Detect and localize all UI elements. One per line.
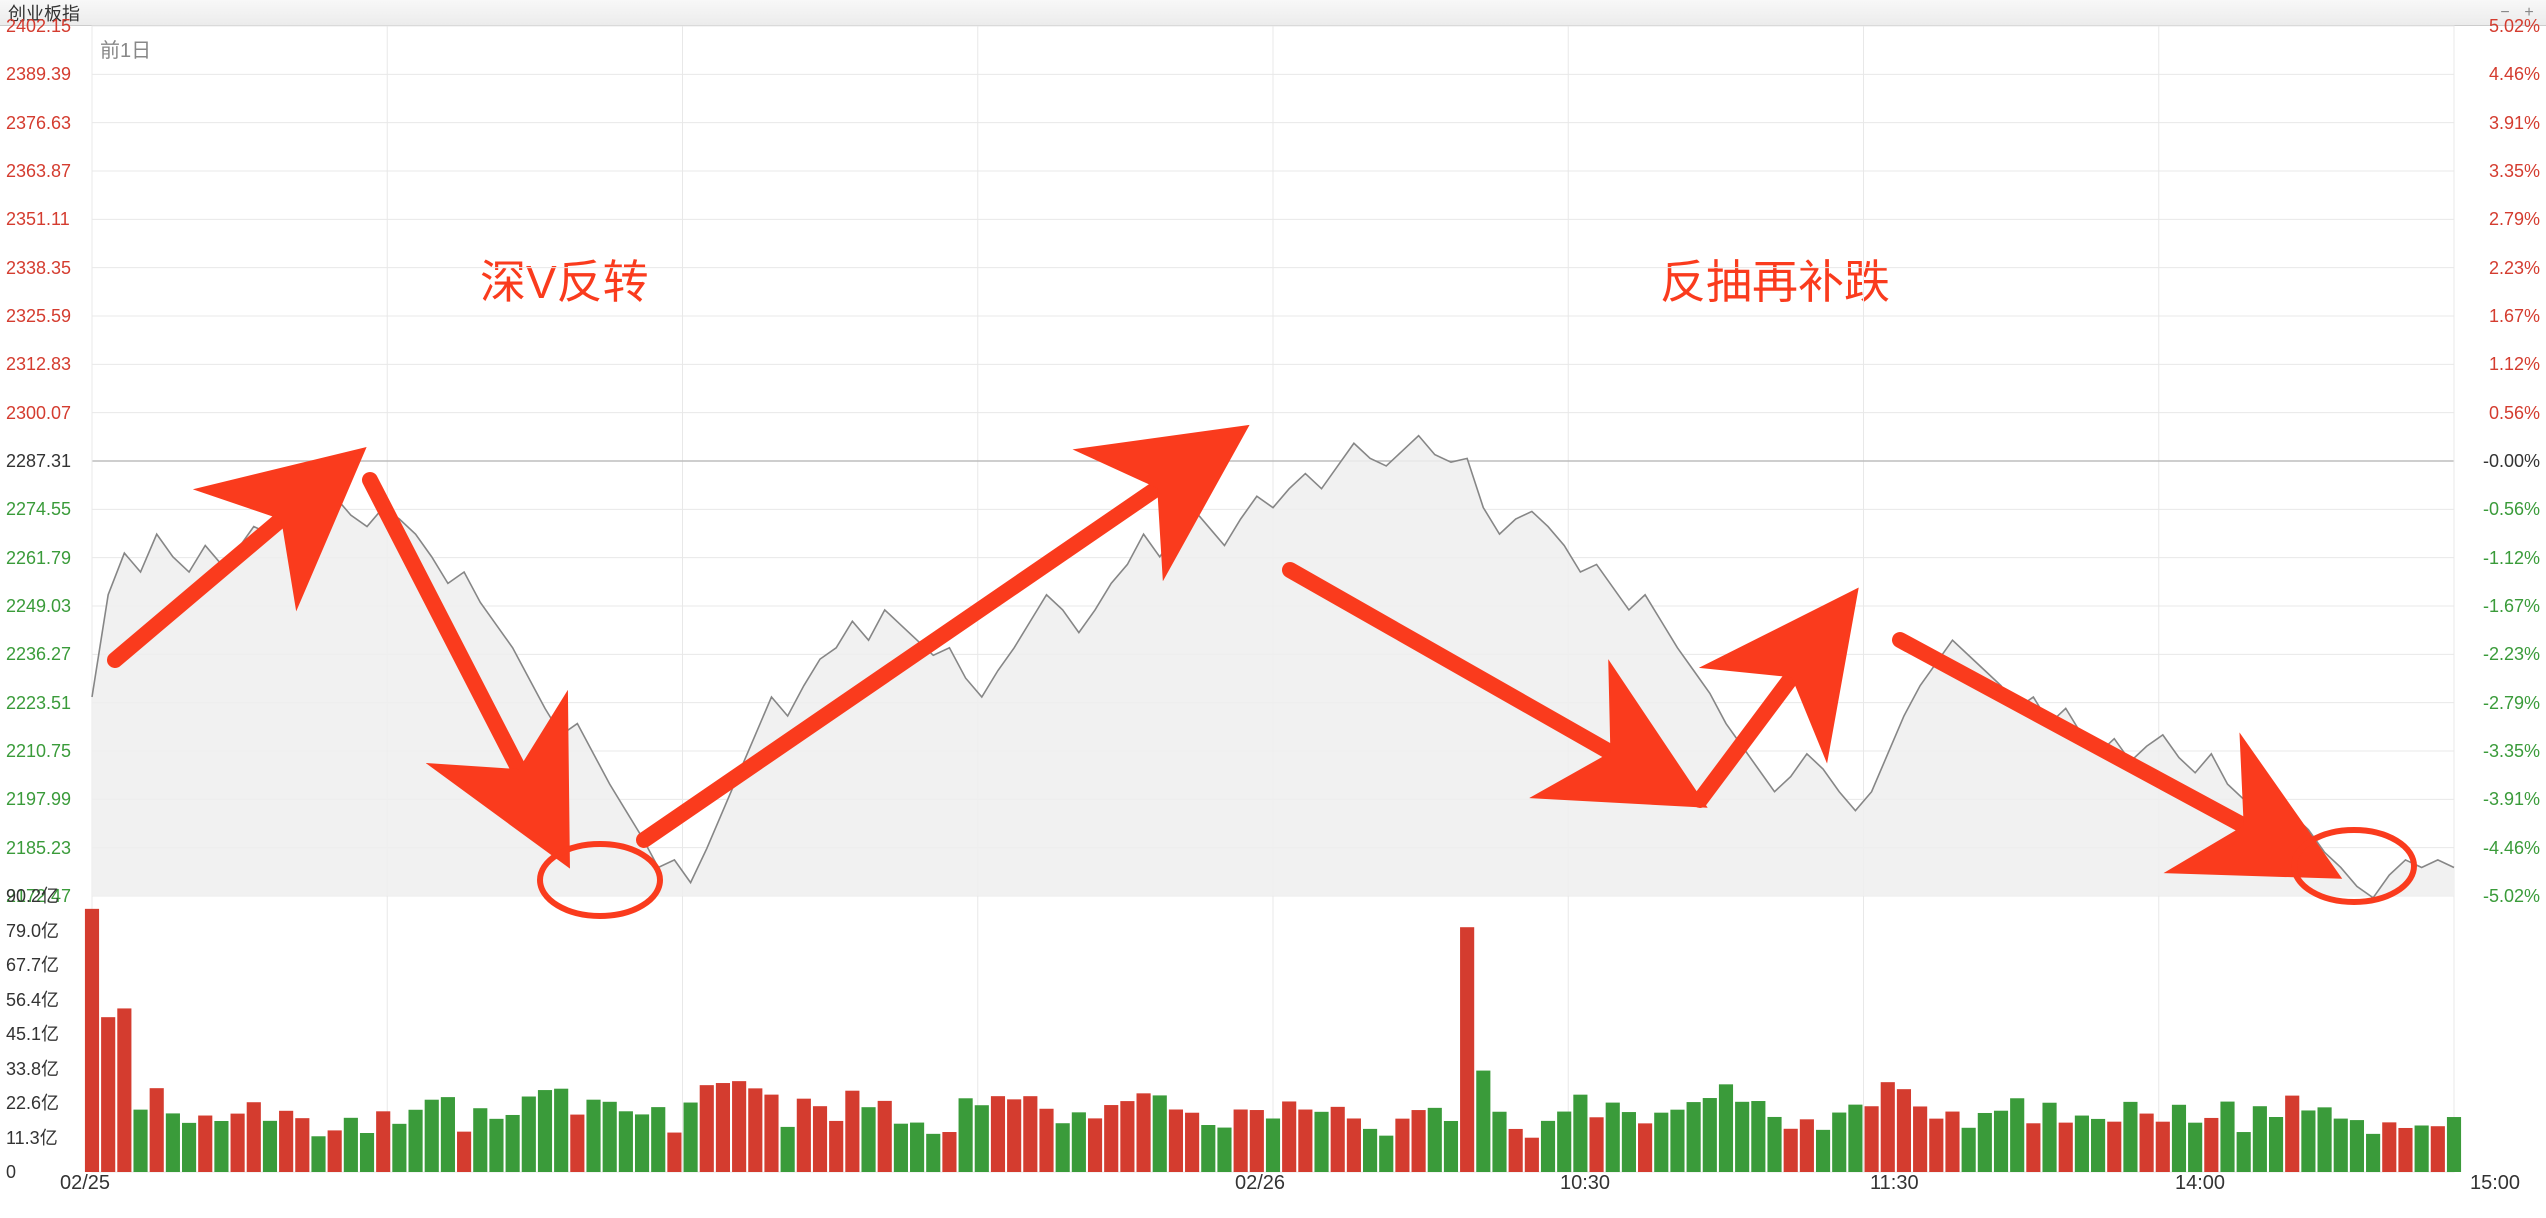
y-right-label: 1.12% xyxy=(2489,355,2540,373)
y-left-label: 2223.51 xyxy=(6,694,71,712)
y-right-label: 2.79% xyxy=(2489,210,2540,228)
y-left-label: 2325.59 xyxy=(6,307,71,325)
y-right-label: -1.67% xyxy=(2483,597,2540,615)
y-left-label: 2261.79 xyxy=(6,549,71,567)
y-right-label: -2.79% xyxy=(2483,694,2540,712)
y-right-label: -2.23% xyxy=(2483,645,2540,663)
volume-label: 22.6亿 xyxy=(6,1094,59,1112)
y-left-label: 2210.75 xyxy=(6,742,71,760)
volume-label: 79.0亿 xyxy=(6,922,59,940)
y-left-label: 2389.39 xyxy=(6,65,71,83)
y-right-label: 3.91% xyxy=(2489,114,2540,132)
x-axis: 02/25 02/26 10:30 11:30 14:00 15:00 xyxy=(0,1172,2546,1218)
volume-label: 90.2亿 xyxy=(6,887,59,905)
chart-canvas xyxy=(0,0,2546,1218)
y-right-label: -0.56% xyxy=(2483,500,2540,518)
y-right-label: -0.00% xyxy=(2483,452,2540,470)
y-left-label: 2300.07 xyxy=(6,404,71,422)
y-left-label: 2197.99 xyxy=(6,790,71,808)
x-axis-label: 14:00 xyxy=(2175,1172,2225,1195)
volume-label: 45.1亿 xyxy=(6,1025,59,1043)
y-right-label: -1.12% xyxy=(2483,549,2540,567)
y-right-label: -3.35% xyxy=(2483,742,2540,760)
y-left-label: 2287.31 xyxy=(6,452,71,470)
x-axis-label: 02/25 xyxy=(60,1172,110,1195)
x-axis-label: 10:30 xyxy=(1560,1172,1610,1195)
y-left-label: 2376.63 xyxy=(6,114,71,132)
y-right-label: -3.91% xyxy=(2483,790,2540,808)
y-left-label: 2363.87 xyxy=(6,162,71,180)
x-axis-label: 15:00 xyxy=(2470,1172,2520,1195)
volume-label: 67.7亿 xyxy=(6,956,59,974)
y-right-label: -5.02% xyxy=(2483,887,2540,905)
y-left-label: 2185.23 xyxy=(6,839,71,857)
y-right-label: -4.46% xyxy=(2483,839,2540,857)
volume-label: 56.4亿 xyxy=(6,991,59,1009)
y-right-label: 4.46% xyxy=(2489,65,2540,83)
y-right-label: 3.35% xyxy=(2489,162,2540,180)
x-axis-label: 11:30 xyxy=(1870,1172,1919,1195)
y-right-label: 1.67% xyxy=(2489,307,2540,325)
y-left-label: 2351.11 xyxy=(6,210,70,228)
y-right-label: 2.23% xyxy=(2489,259,2540,277)
y-left-label: 2236.27 xyxy=(6,645,71,663)
y-left-label: 2274.55 xyxy=(6,500,71,518)
y-left-label: 2402.15 xyxy=(6,17,71,35)
y-left-label: 2338.35 xyxy=(6,259,71,277)
volume-label: 11.3亿 xyxy=(6,1129,58,1147)
y-left-label: 2249.03 xyxy=(6,597,71,615)
x-axis-label: 02/26 xyxy=(1235,1172,1285,1195)
y-right-label: 0.56% xyxy=(2489,404,2540,422)
y-left-label: 2312.83 xyxy=(6,355,71,373)
volume-label: 0 xyxy=(6,1163,16,1181)
y-right-label: 5.02% xyxy=(2489,17,2540,35)
volume-label: 33.8亿 xyxy=(6,1060,59,1078)
